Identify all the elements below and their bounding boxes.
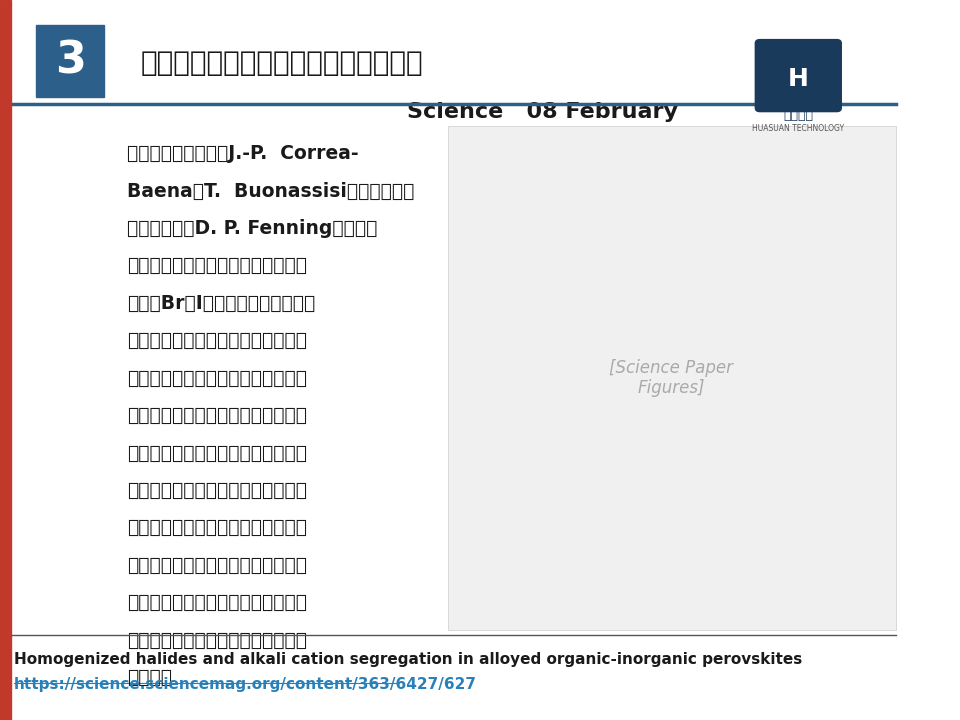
Text: HUASUAN TECHNOLOGY: HUASUAN TECHNOLOGY — [753, 124, 845, 132]
FancyBboxPatch shape — [756, 40, 841, 112]
Text: 都不会有很大影响。卤素的均质化增: 都不会有很大影响。卤素的均质化增 — [127, 406, 306, 425]
Text: 化学计量如何变化，卤素的均匀分布: 化学计量如何变化，卤素的均匀分布 — [127, 369, 306, 387]
Text: Homogenized halides and alkali cation segregation in alloyed organic-inorganic p: Homogenized halides and alkali cation se… — [13, 652, 802, 667]
Text: 地亚哥分校的D. P. Fenning发现，单: 地亚哥分校的D. P. Fenning发现，单 — [127, 219, 377, 238]
Text: 华算科技: 华算科技 — [783, 109, 813, 122]
Text: [Science Paper
Figures]: [Science Paper Figures] — [610, 359, 733, 397]
Text: Baena、T.  Buonassisi和加州大学圣: Baena、T. Buonassisi和加州大学圣 — [127, 181, 414, 200]
Text: 加均匀化。而且，无论引入的碘化铯: 加均匀化。而且，无论引入的碘化铯 — [127, 331, 306, 350]
Text: 量必须控制在较低浓度，一旦含量升: 量必须控制在较低浓度，一旦含量升 — [127, 593, 306, 612]
Text: 合活性。: 合活性。 — [127, 668, 172, 687]
Text: 流子动力学，并实现了更优异的光伏: 流子动力学，并实现了更优异的光伏 — [127, 481, 306, 500]
Text: 独引入碘化铯，或者引入碘化铯与碘: 独引入碘化铯，或者引入碘化铯与碘 — [127, 256, 306, 275]
Text: 强了电荷载流子寿命，优化了空间载: 强了电荷载流子寿命，优化了空间载 — [127, 444, 306, 462]
Text: 3: 3 — [55, 40, 85, 83]
Text: H: H — [788, 67, 808, 91]
Text: 度浓缩的簇中发生相分离。碱金属含: 度浓缩的簇中发生相分离。碱金属含 — [127, 556, 306, 575]
Text: 化铷使Br和I等卤素的分布都变得更: 化铷使Br和I等卤素的分布都变得更 — [127, 294, 315, 312]
Bar — [447, 126, 896, 630]
Text: https://science.sciencemag.org/content/363/6427/627: https://science.sciencemag.org/content/3… — [13, 677, 476, 692]
Text: 首次揭示碱金属离子对钙钛矿的影响！: 首次揭示碱金属离子对钙钛矿的影响！ — [140, 49, 422, 76]
Text: 高，就容易团聚并形成团簇，增加复: 高，就容易团聚并形成团簇，增加复 — [127, 631, 306, 649]
Text: 美国麻省理工学院的J.-P.  Correa-: 美国麻省理工学院的J.-P. Correa- — [127, 144, 358, 163]
Text: 器件性能。研究指出，铷和钾相在高: 器件性能。研究指出，铷和钾相在高 — [127, 518, 306, 537]
Bar — [0, 0, 11, 720]
FancyBboxPatch shape — [36, 25, 104, 97]
Text: Science   08 February: Science 08 February — [407, 102, 679, 122]
